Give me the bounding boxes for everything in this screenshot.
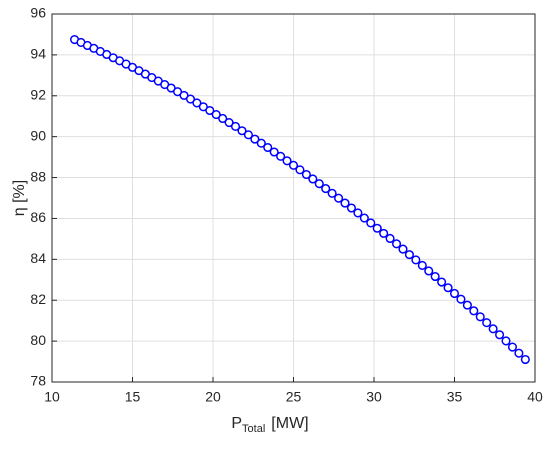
marker: [205, 105, 215, 116]
y-tick-label: 80: [30, 332, 46, 348]
marker: [462, 300, 472, 310]
marker: [269, 147, 279, 157]
marker: [411, 255, 421, 265]
x-label-sub: Total: [242, 423, 265, 435]
y-tick-label: 94: [30, 46, 46, 62]
x-tick-label: 15: [125, 389, 141, 405]
x-tick-label: 40: [527, 389, 543, 405]
x-axis-label: PTotal [MW]: [231, 415, 308, 435]
x-tick-label: 35: [447, 389, 463, 405]
x-tick-label: 30: [366, 389, 382, 405]
marker: [507, 342, 518, 352]
marker: [417, 260, 427, 271]
marker: [437, 277, 447, 287]
marker: [469, 306, 479, 316]
marker: [456, 294, 466, 304]
marker: [211, 110, 221, 120]
marker: [243, 130, 253, 140]
marker: [495, 330, 505, 340]
marker: [488, 324, 498, 334]
marker: [346, 203, 357, 213]
marker: [520, 354, 530, 365]
marker: [340, 198, 350, 208]
marker: [237, 126, 247, 136]
y-tick-label: 78: [30, 373, 46, 389]
marker: [514, 348, 524, 358]
marker: [230, 121, 241, 131]
marker: [308, 174, 318, 184]
axes-box: [51, 13, 536, 383]
marker: [288, 160, 299, 170]
marker: [224, 118, 234, 128]
x-label-main: P: [231, 415, 242, 432]
marker: [501, 336, 511, 346]
marker: [366, 218, 376, 228]
marker: [424, 266, 434, 276]
marker: [295, 165, 305, 175]
x-tick-label: 25: [286, 389, 302, 405]
marker: [398, 244, 408, 254]
x-tick-label: 20: [205, 389, 221, 405]
x-label-unit: [MW]: [271, 415, 308, 432]
marker: [379, 228, 389, 238]
y-axis-label: η [%]: [11, 180, 28, 216]
marker: [391, 239, 402, 249]
marker: [449, 288, 460, 299]
y-tick-label: 90: [30, 127, 46, 143]
marker: [256, 138, 266, 148]
marker: [372, 223, 382, 233]
y-tick-label: 82: [30, 291, 46, 307]
marker: [263, 142, 273, 153]
marker: [250, 134, 260, 144]
marker: [218, 113, 228, 124]
y-tick-label: 96: [30, 5, 46, 21]
x-tick-label: 10: [44, 389, 60, 405]
marker: [327, 188, 337, 198]
y-tick-label: 88: [30, 168, 46, 184]
marker: [359, 213, 369, 223]
y-tick-label: 92: [30, 86, 46, 102]
marker: [430, 271, 440, 282]
y-tick-label: 84: [30, 250, 46, 266]
marker: [385, 233, 395, 244]
y-tick-label: 86: [30, 209, 46, 225]
marker: [321, 184, 331, 194]
marker: [353, 208, 363, 218]
marker: [301, 169, 311, 180]
marker: [334, 193, 344, 203]
marker: [475, 312, 485, 322]
marker: [185, 94, 196, 104]
marker: [282, 156, 292, 166]
marker: [276, 151, 286, 161]
marker: [192, 98, 202, 108]
marker: [404, 250, 414, 260]
marker: [482, 318, 492, 328]
marker: [443, 283, 453, 293]
marker: [314, 179, 324, 189]
